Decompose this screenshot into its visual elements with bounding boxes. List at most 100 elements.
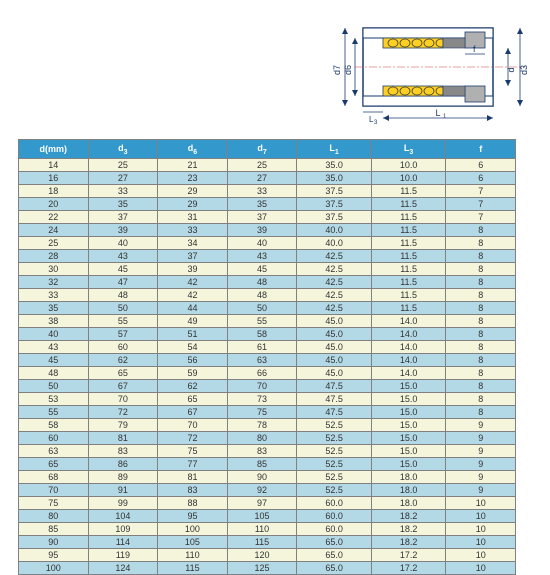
table-cell: 62 <box>88 354 158 367</box>
table-cell: 65.0 <box>297 536 372 549</box>
table-cell: 85 <box>19 523 89 536</box>
table-cell: 11.5 <box>371 237 446 250</box>
table-row: 5370657347.515.08 <box>19 393 516 406</box>
table-cell: 8 <box>446 328 516 341</box>
table-cell: 55 <box>227 315 297 328</box>
table-cell: 52.5 <box>297 445 372 458</box>
col-header: d3 <box>88 140 158 159</box>
table-cell: 45.0 <box>297 328 372 341</box>
table-cell: 70 <box>19 484 89 497</box>
table-cell: 8 <box>446 354 516 367</box>
table-cell: 11.5 <box>371 185 446 198</box>
table-cell: 37.5 <box>297 198 372 211</box>
col-header: d6 <box>158 140 228 159</box>
table-cell: 8 <box>446 302 516 315</box>
table-cell: 70 <box>158 419 228 432</box>
table-row: 4057515845.014.08 <box>19 328 516 341</box>
table-cell: 73 <box>227 393 297 406</box>
table-cell: 75 <box>19 497 89 510</box>
table-cell: 8 <box>446 393 516 406</box>
svg-text:d3: d3 <box>519 65 529 75</box>
table-cell: 40 <box>19 328 89 341</box>
table-cell: 65 <box>19 458 89 471</box>
svg-text:d7: d7 <box>332 65 342 75</box>
table-cell: 42.5 <box>297 302 372 315</box>
table-cell: 35.0 <box>297 159 372 172</box>
table-cell: 14.0 <box>371 354 446 367</box>
table-cell: 39 <box>227 224 297 237</box>
table-cell: 23 <box>158 172 228 185</box>
table-cell: 34 <box>158 237 228 250</box>
table-cell: 65 <box>158 393 228 406</box>
table-cell: 14.0 <box>371 315 446 328</box>
table-cell: 42.5 <box>297 263 372 276</box>
table-cell: 8 <box>446 237 516 250</box>
table-cell: 90 <box>19 536 89 549</box>
table-cell: 25 <box>19 237 89 250</box>
table-cell: 59 <box>158 367 228 380</box>
table-row: 1425212535.010.06 <box>19 159 516 172</box>
table-cell: 28 <box>19 250 89 263</box>
table-cell: 45.0 <box>297 341 372 354</box>
table-cell: 10.0 <box>371 172 446 185</box>
table-cell: 11.5 <box>371 302 446 315</box>
table-cell: 9 <box>446 432 516 445</box>
table-cell: 40 <box>88 237 158 250</box>
table-cell: 52.5 <box>297 432 372 445</box>
table-cell: 22 <box>19 211 89 224</box>
table-row: 2439333940.011.58 <box>19 224 516 237</box>
table-cell: 77 <box>158 458 228 471</box>
table-cell: 33 <box>19 289 89 302</box>
table-cell: 18.0 <box>371 484 446 497</box>
table-row: 3247424842.511.58 <box>19 276 516 289</box>
table-cell: 79 <box>88 419 158 432</box>
table-cell: 18.2 <box>371 510 446 523</box>
table-cell: 37 <box>158 250 228 263</box>
table-cell: 40 <box>227 237 297 250</box>
table-cell: 109 <box>88 523 158 536</box>
table-cell: 42.5 <box>297 250 372 263</box>
table-cell: 11.5 <box>371 276 446 289</box>
table-cell: 37 <box>88 211 158 224</box>
table-cell: 9 <box>446 458 516 471</box>
table-cell: 83 <box>227 445 297 458</box>
table-row: 5067627047.515.08 <box>19 380 516 393</box>
table-row: 6081728052.515.09 <box>19 432 516 445</box>
table-cell: 81 <box>158 471 228 484</box>
table-cell: 11.5 <box>371 224 446 237</box>
table-row: 2237313737.511.57 <box>19 211 516 224</box>
table-cell: 43 <box>227 250 297 263</box>
table-cell: 15.0 <box>371 393 446 406</box>
table-row: 801049510560.018.210 <box>19 510 516 523</box>
table-row: 10012411512565.017.210 <box>19 562 516 575</box>
table-cell: 55 <box>88 315 158 328</box>
table-cell: 33 <box>88 185 158 198</box>
table-cell: 115 <box>227 536 297 549</box>
table-row: 6383758352.515.09 <box>19 445 516 458</box>
table-row: 1627232735.010.06 <box>19 172 516 185</box>
table-row: 2843374342.511.58 <box>19 250 516 263</box>
table-cell: 15.0 <box>371 432 446 445</box>
table-cell: 17.2 <box>371 549 446 562</box>
table-cell: 32 <box>19 276 89 289</box>
svg-text:1: 1 <box>443 114 447 120</box>
table-cell: 24 <box>19 224 89 237</box>
table-cell: 48 <box>227 289 297 302</box>
table-cell: 39 <box>158 263 228 276</box>
table-cell: 35 <box>19 302 89 315</box>
table-cell: 110 <box>227 523 297 536</box>
table-cell: 37.5 <box>297 185 372 198</box>
table-cell: 11.5 <box>371 211 446 224</box>
table-cell: 8 <box>446 276 516 289</box>
table-cell: 35.0 <box>297 172 372 185</box>
table-cell: 81 <box>88 432 158 445</box>
table-cell: 52.5 <box>297 471 372 484</box>
table-cell: 42.5 <box>297 289 372 302</box>
table-cell: 83 <box>158 484 228 497</box>
table-cell: 45 <box>227 263 297 276</box>
table-cell: 65.0 <box>297 549 372 562</box>
table-cell: 70 <box>88 393 158 406</box>
table-cell: 115 <box>158 562 228 575</box>
table-cell: 42 <box>158 289 228 302</box>
dimensions-table: d(mm)d3d6d7L1L3f1425212535.010.061627232… <box>18 139 516 575</box>
